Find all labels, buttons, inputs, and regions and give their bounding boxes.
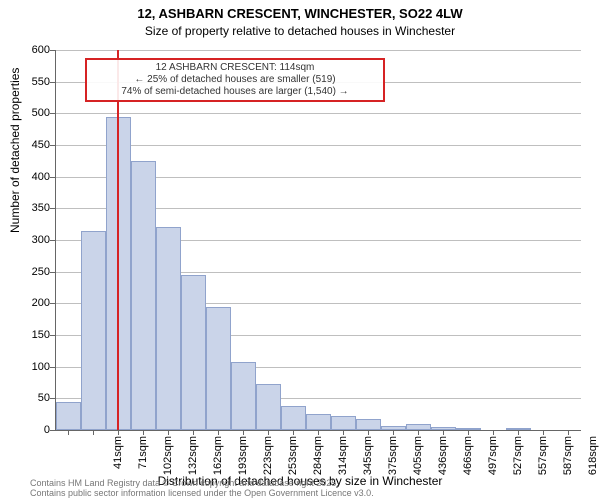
attribution-footer: Contains HM Land Registry data © Crown c… [30,478,374,498]
y-tick-label: 450 [0,139,50,151]
x-tick-label: 71sqm [137,436,149,476]
y-tick-label: 200 [0,297,50,309]
y-tick-label: 550 [0,76,50,88]
histogram-bar [206,307,231,431]
x-tick-mark [493,430,494,435]
x-tick-mark [143,430,144,435]
y-tick-mark [50,50,55,51]
histogram-bar [56,402,81,431]
x-tick-label: 436sqm [437,436,449,476]
x-tick-mark [393,430,394,435]
x-tick-mark [568,430,569,435]
x-tick-mark [518,430,519,435]
x-tick-label: 41sqm [112,436,124,476]
callout-line-1: 12 ASHBARN CRESCENT: 114sqm [93,62,377,74]
histogram-bar [181,275,206,430]
chart-title: 12, ASHBARN CRESCENT, WINCHESTER, SO22 4… [0,6,600,21]
x-tick-label: 253sqm [287,436,299,476]
histogram-bar [331,416,356,430]
callout-line-2: ← 25% of detached houses are smaller (51… [93,74,377,86]
x-tick-label: 284sqm [312,436,324,476]
x-tick-mark [243,430,244,435]
y-tick-mark [50,113,55,114]
y-tick-label: 250 [0,266,50,278]
chart-subtitle: Size of property relative to detached ho… [0,24,600,38]
x-tick-label: 314sqm [337,436,349,476]
y-tick-mark [50,208,55,209]
histogram-bar [281,406,306,430]
y-tick-label: 300 [0,234,50,246]
histogram-bar [381,426,406,430]
histogram-bar [431,427,456,430]
x-tick-mark [268,430,269,435]
x-tick-mark [468,430,469,435]
y-tick-mark [50,430,55,431]
x-tick-mark [218,430,219,435]
y-tick-label: 350 [0,202,50,214]
y-tick-label: 600 [0,44,50,56]
x-tick-mark [343,430,344,435]
histogram-bar [81,231,106,431]
x-tick-label: 162sqm [212,436,224,476]
x-tick-label: 102sqm [162,436,174,476]
x-tick-label: 193sqm [237,436,249,476]
y-tick-label: 400 [0,171,50,183]
y-tick-label: 100 [0,361,50,373]
x-tick-label: 527sqm [512,436,524,476]
x-tick-label: 223sqm [262,436,274,476]
histogram-bar [356,419,381,430]
histogram-bar [306,414,331,430]
x-tick-mark [293,430,294,435]
x-tick-mark [118,430,119,435]
y-tick-mark [50,303,55,304]
histogram-bar [131,161,156,430]
property-marker-line [117,50,119,430]
x-tick-mark [318,430,319,435]
y-tick-mark [50,272,55,273]
x-tick-label: 466sqm [462,436,474,476]
y-tick-mark [50,177,55,178]
gridline [56,145,581,146]
y-tick-label: 150 [0,329,50,341]
property-callout: 12 ASHBARN CRESCENT: 114sqm← 25% of deta… [85,58,385,102]
x-tick-mark [193,430,194,435]
histogram-bar [506,428,531,430]
callout-line-3: 74% of semi-detached houses are larger (… [93,86,377,98]
x-tick-label: 587sqm [562,436,574,476]
histogram-bar [256,384,281,430]
histogram-bar [106,117,131,431]
x-tick-mark [68,430,69,435]
gridline [56,113,581,114]
x-tick-mark [368,430,369,435]
x-tick-mark [168,430,169,435]
y-tick-mark [50,240,55,241]
x-tick-label: 132sqm [187,436,199,476]
y-tick-mark [50,335,55,336]
x-tick-mark [93,430,94,435]
histogram-bar [156,227,181,430]
histogram-bar [406,424,431,430]
x-tick-label: 557sqm [537,436,549,476]
plot-area [55,50,581,431]
x-tick-label: 497sqm [487,436,499,476]
x-tick-label: 405sqm [412,436,424,476]
y-tick-mark [50,145,55,146]
y-tick-label: 50 [0,392,50,404]
histogram-bar [231,362,256,430]
x-tick-label: 375sqm [387,436,399,476]
histogram-bar [456,428,481,430]
y-tick-mark [50,398,55,399]
x-tick-label: 618sqm [587,436,599,476]
y-tick-mark [50,82,55,83]
x-tick-label: 345sqm [362,436,374,476]
y-tick-mark [50,367,55,368]
y-tick-label: 500 [0,107,50,119]
gridline [56,50,581,51]
x-tick-mark [543,430,544,435]
x-tick-mark [418,430,419,435]
y-tick-label: 0 [0,424,50,436]
x-tick-mark [443,430,444,435]
